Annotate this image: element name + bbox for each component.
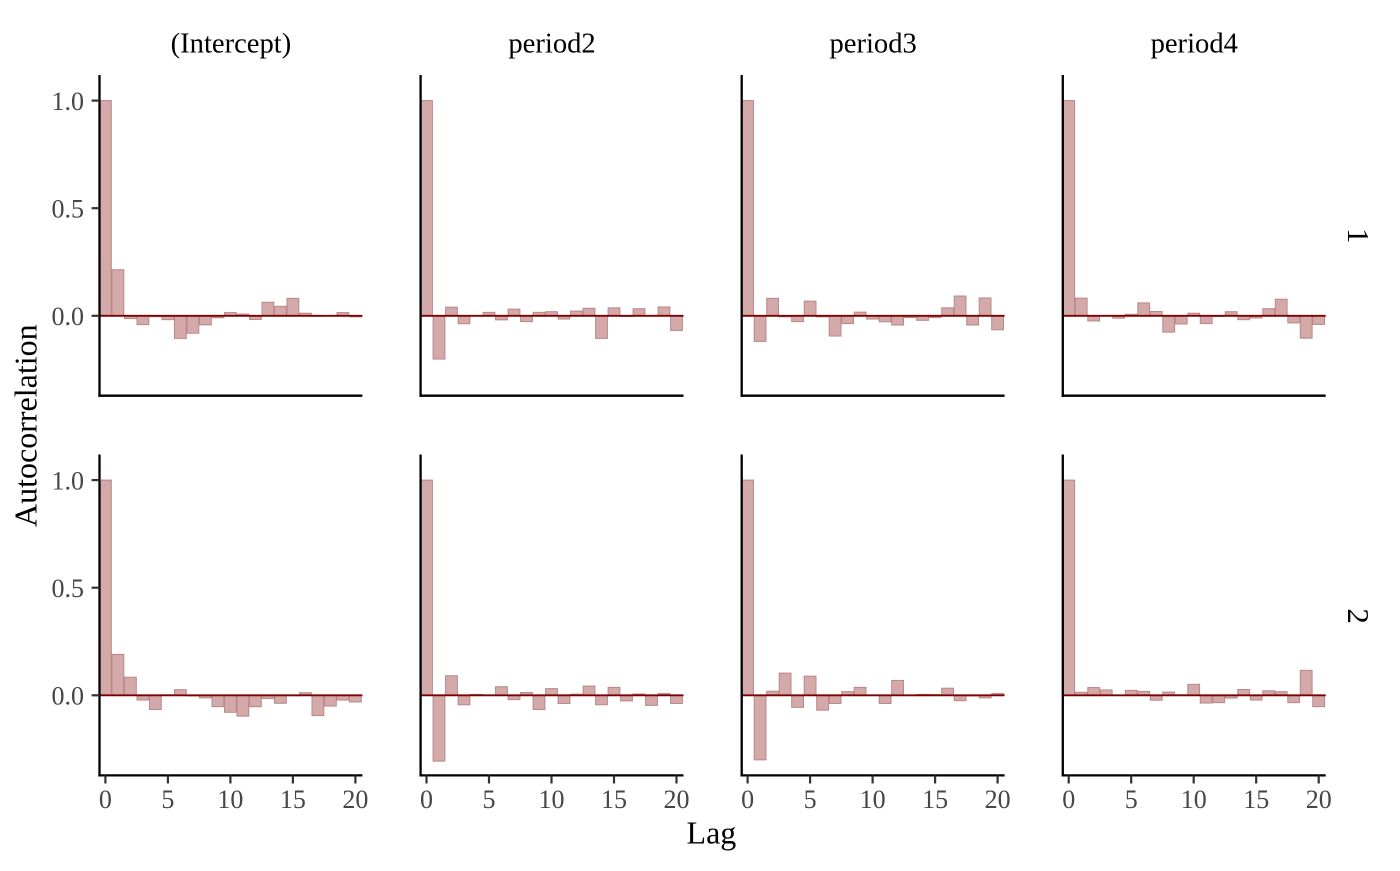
- svg-text:0: 0: [420, 785, 433, 814]
- svg-text:period3: period3: [829, 29, 916, 60]
- svg-text:0: 0: [741, 785, 754, 814]
- svg-text:1: 1: [1341, 228, 1376, 244]
- svg-text:0.5: 0.5: [52, 195, 85, 224]
- svg-text:20: 20: [985, 785, 1011, 814]
- svg-text:2: 2: [1341, 608, 1376, 624]
- svg-text:period4: period4: [1151, 29, 1238, 60]
- svg-text:(Intercept): (Intercept): [171, 29, 292, 60]
- svg-text:10: 10: [1181, 785, 1207, 814]
- svg-text:10: 10: [539, 785, 565, 814]
- svg-text:5: 5: [804, 785, 817, 814]
- svg-text:15: 15: [1243, 785, 1269, 814]
- svg-text:5: 5: [483, 785, 496, 814]
- svg-text:1.0: 1.0: [52, 87, 85, 116]
- svg-text:Autocorrelation: Autocorrelation: [8, 324, 44, 527]
- svg-text:15: 15: [922, 785, 948, 814]
- svg-text:15: 15: [601, 785, 627, 814]
- svg-text:0: 0: [99, 785, 112, 814]
- svg-text:Lag: Lag: [687, 815, 737, 851]
- svg-text:20: 20: [342, 785, 368, 814]
- svg-text:20: 20: [664, 785, 690, 814]
- svg-text:5: 5: [1125, 785, 1138, 814]
- svg-text:0: 0: [1062, 785, 1075, 814]
- svg-text:10: 10: [860, 785, 886, 814]
- svg-text:0.0: 0.0: [52, 302, 85, 331]
- svg-text:1.0: 1.0: [52, 466, 85, 495]
- svg-text:5: 5: [161, 785, 174, 814]
- svg-text:15: 15: [280, 785, 306, 814]
- svg-text:0.0: 0.0: [52, 682, 85, 711]
- svg-text:10: 10: [217, 785, 243, 814]
- svg-text:0.5: 0.5: [52, 574, 85, 603]
- svg-text:period2: period2: [508, 29, 595, 60]
- svg-text:20: 20: [1306, 785, 1332, 814]
